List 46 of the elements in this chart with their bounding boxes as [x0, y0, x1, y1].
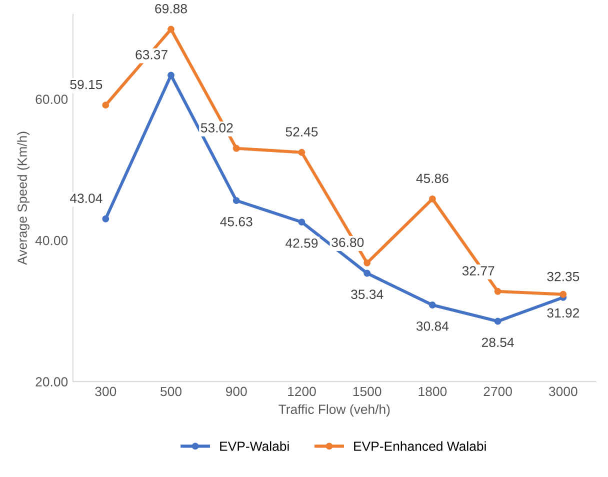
data-label: 59.15	[70, 80, 102, 90]
data-label: 52.45	[286, 127, 318, 136]
point	[428, 195, 436, 202]
point	[102, 215, 110, 222]
x-tick-label: 2700	[484, 386, 512, 396]
data-label: 32.77	[462, 266, 494, 276]
data-label: 45.63	[220, 216, 252, 226]
y-axis-title: Average Speed (Km/h)	[17, 132, 30, 265]
x-tick-label: 1500	[353, 386, 382, 396]
point	[232, 144, 240, 152]
legend-label: EVP-Walabi	[220, 441, 289, 451]
point	[298, 148, 306, 156]
data-label: 32.35	[547, 272, 580, 282]
point	[364, 270, 371, 277]
legend-label: EVP-Enhanced Walabi	[354, 441, 486, 451]
data-label: 31.92	[547, 308, 580, 318]
y-tick-label: 60.00	[36, 94, 68, 104]
data-label: 42.59	[286, 238, 318, 248]
point	[232, 197, 240, 204]
x-tick-label: 1800	[418, 386, 447, 396]
data-label: 36.80	[332, 238, 364, 248]
point	[494, 318, 502, 325]
point	[560, 290, 567, 298]
data-label: 30.84	[416, 321, 449, 331]
data-label: 63.37	[136, 50, 168, 60]
y-tick-label: 20.00	[36, 377, 68, 387]
x-tick-label: 1200	[288, 386, 316, 396]
x-axis-title: Traffic Flow (veh/h)	[278, 404, 390, 417]
data-label: 28.54	[482, 338, 514, 348]
data-label: 45.86	[416, 174, 448, 184]
x-tick-label: 3000	[548, 386, 578, 396]
point	[494, 288, 502, 295]
data-label: 43.04	[70, 194, 102, 203]
x-tick-label: 300	[95, 386, 116, 396]
point	[168, 72, 174, 79]
point	[364, 259, 371, 266]
data-label: 69.88	[155, 4, 187, 14]
x-tick-label: 900	[226, 386, 247, 396]
point	[298, 218, 306, 226]
data-label: 35.34	[351, 290, 384, 300]
point	[102, 102, 110, 109]
data-label: 53.02	[200, 123, 233, 132]
y-tick-label: 40.00	[35, 236, 68, 246]
x-tick-label: 500	[160, 386, 182, 396]
point	[168, 26, 174, 33]
point	[428, 302, 436, 309]
